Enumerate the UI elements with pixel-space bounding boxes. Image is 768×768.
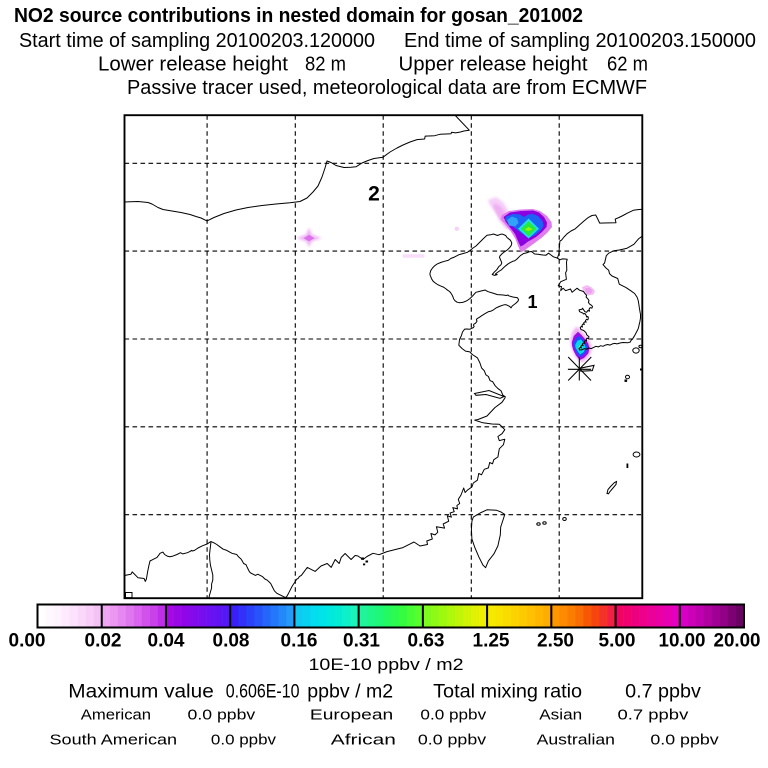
svg-text:2: 2: [368, 183, 380, 206]
svg-text:0.31: 0.31: [343, 631, 380, 652]
svg-text:0.04: 0.04: [148, 631, 185, 652]
svg-text:ppbv / m2: ppbv / m2: [307, 682, 393, 703]
svg-text:0.7 ppbv: 0.7 ppbv: [618, 707, 689, 724]
svg-text:Passive tracer used, meteorolo: Passive tracer used, meteorological data…: [127, 77, 647, 99]
svg-text:0.0 ppbv: 0.0 ppbv: [420, 707, 486, 724]
svg-text:20.00: 20.00: [714, 631, 761, 652]
svg-text:Lower release height: Lower release height: [98, 54, 288, 76]
svg-text:1: 1: [527, 292, 537, 312]
svg-text:0.0 ppbv: 0.0 ppbv: [211, 732, 277, 749]
svg-text:5.00: 5.00: [599, 631, 636, 652]
svg-text:0.08: 0.08: [213, 631, 250, 652]
svg-text:0.0 ppbv: 0.0 ppbv: [188, 707, 256, 724]
svg-text:1.25: 1.25: [473, 631, 510, 652]
svg-text:0.606E-10: 0.606E-10: [226, 682, 300, 703]
svg-text:10.00: 10.00: [659, 631, 706, 652]
svg-text:0.0 ppbv: 0.0 ppbv: [418, 732, 487, 749]
svg-text:62 m: 62 m: [607, 54, 648, 76]
svg-text:0.63: 0.63: [408, 631, 445, 652]
svg-text:0.0 ppbv: 0.0 ppbv: [650, 732, 719, 749]
svg-text:Total mixing ratio: Total mixing ratio: [433, 682, 582, 703]
svg-text:European: European: [310, 707, 393, 724]
svg-text:Asian: Asian: [539, 707, 582, 724]
svg-text:End time of sampling 20100203.: End time of sampling 20100203.150000: [404, 30, 756, 52]
svg-text:0.7 ppbv: 0.7 ppbv: [625, 682, 701, 703]
svg-text:Upper release height: Upper release height: [399, 54, 588, 76]
svg-text:Start time of sampling 2010020: Start time of sampling 20100203.120000: [19, 30, 375, 52]
svg-text:NO2 source contributions in ne: NO2 source contributions in nested domai…: [14, 5, 583, 27]
svg-text:82 m: 82 m: [305, 54, 346, 76]
svg-text:African: African: [331, 732, 396, 749]
svg-text:0.16: 0.16: [281, 631, 318, 652]
svg-text:0.00: 0.00: [9, 631, 46, 652]
svg-text:0.02: 0.02: [85, 631, 122, 652]
svg-text:South American: South American: [50, 732, 178, 749]
svg-text:Maximum value: Maximum value: [68, 682, 214, 703]
svg-text:10E-10 ppbv / m2: 10E-10 ppbv / m2: [309, 655, 464, 674]
svg-text:Australian: Australian: [537, 732, 615, 749]
svg-text:2.50: 2.50: [537, 631, 574, 652]
svg-text:American: American: [81, 707, 151, 724]
